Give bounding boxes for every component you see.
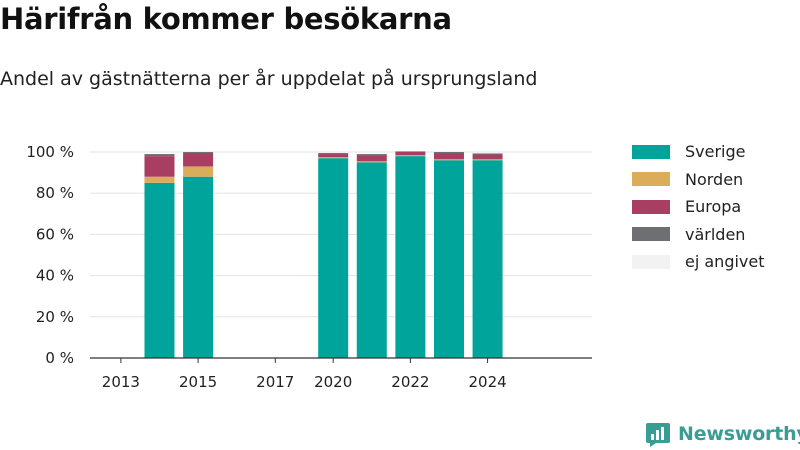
brand-logo: Newsworthy (644, 420, 800, 448)
bar-segment (318, 153, 349, 155)
legend-item: Sverige (632, 138, 765, 166)
brand-name: Newsworthy (678, 423, 800, 445)
y-tick-label: 20 % (36, 308, 74, 326)
legend-item: Europa (632, 193, 765, 221)
bar-segment (433, 153, 464, 160)
bar-segment (183, 166, 214, 177)
bar-segment (433, 159, 464, 161)
bar-segment (144, 154, 175, 157)
legend-swatch (632, 199, 670, 214)
x-tick-label: 2017 (256, 373, 294, 391)
bar-segment (472, 160, 503, 358)
legend-swatch (632, 144, 670, 159)
bar-segment (356, 162, 387, 358)
bar-segment (356, 161, 387, 163)
bar-segment (183, 152, 214, 154)
chart-subtitle: Andel av gästnätterna per år uppdelat på… (0, 68, 538, 90)
x-tick-label: 2015 (179, 373, 217, 391)
bar-segment (472, 154, 503, 160)
y-tick-label: 100 % (26, 143, 74, 161)
bar-segment (144, 182, 175, 358)
legend-label: världen (685, 224, 746, 244)
newsworthy-logo-icon (646, 423, 670, 447)
bar-segment (318, 154, 349, 158)
legend-item: Norden (632, 166, 765, 194)
legend-label: Europa (685, 197, 742, 217)
bar-segment (395, 156, 426, 358)
y-tick-label: 80 % (36, 184, 74, 202)
bar-segment (183, 153, 214, 167)
bar-segment (318, 157, 349, 159)
y-tick-label: 0 % (45, 349, 74, 367)
legend-swatch (632, 254, 670, 269)
legend-label: ej angivet (685, 252, 765, 272)
chart-legend: Sverige Norden Europa världen ej angivet (632, 138, 765, 276)
x-tick-label: 2022 (391, 373, 429, 391)
bar-segment (433, 160, 464, 358)
bar-segment (395, 152, 426, 156)
x-tick-label: 2024 (468, 373, 506, 391)
legend-item: världen (632, 221, 765, 249)
x-tick-label: 2013 (102, 373, 140, 391)
legend-swatch (632, 172, 670, 187)
bar-segment (356, 155, 387, 162)
bar-segment (356, 154, 387, 156)
bar-segment (183, 176, 214, 358)
bar-segment (433, 152, 464, 154)
legend-label: Sverige (685, 142, 746, 162)
bar-segment (144, 176, 175, 183)
bar-segment (144, 156, 175, 177)
legend-label: Norden (685, 169, 744, 189)
x-tick-label: 2020 (314, 373, 352, 391)
bar-segment (472, 159, 503, 161)
legend-swatch (632, 227, 670, 242)
chart-title: Härifrån kommer besökarna (0, 2, 452, 36)
bar-segment (395, 155, 426, 157)
bar-segment (318, 158, 349, 358)
y-tick-label: 40 % (36, 267, 74, 285)
y-tick-label: 60 % (36, 225, 74, 243)
bar-segment (395, 151, 426, 152)
bar-segment (472, 153, 503, 155)
legend-item: ej angivet (632, 248, 765, 276)
